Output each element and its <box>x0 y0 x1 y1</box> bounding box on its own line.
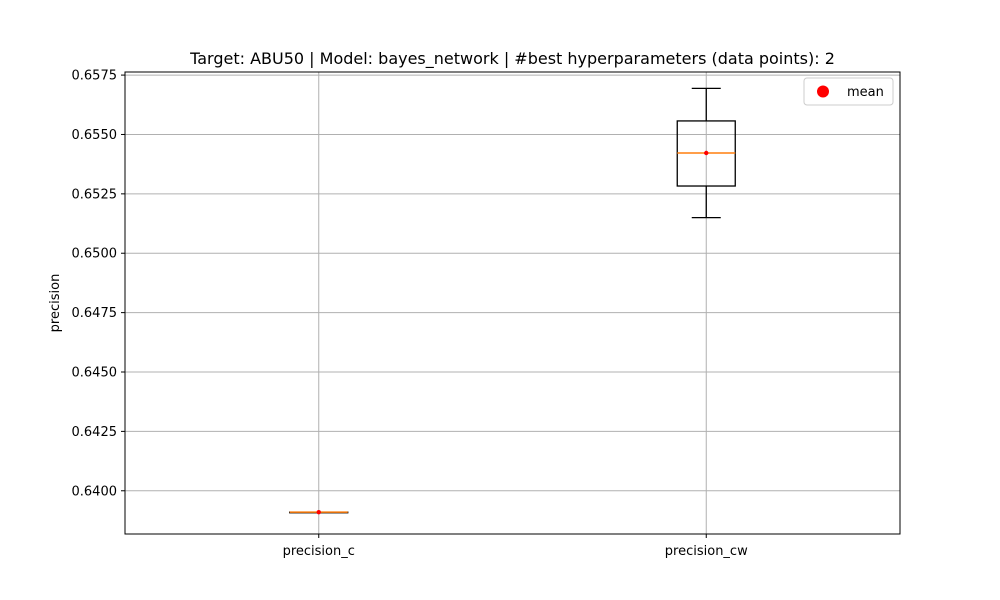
legend-mean-marker <box>817 85 829 98</box>
x-tick-label: precision_c <box>283 544 355 559</box>
legend: mean <box>803 77 894 106</box>
box-layer <box>289 87 736 515</box>
y-tick-label: 0.6400 <box>72 484 118 499</box>
plot-frame <box>124 71 901 535</box>
y-tick-label: 0.6500 <box>72 247 118 262</box>
legend-mean-label: mean <box>847 85 884 100</box>
y-tick-label: 0.6450 <box>72 366 118 381</box>
y-axis-label: precision <box>48 274 63 333</box>
y-tick-label: 0.6525 <box>72 187 118 202</box>
y-tick-label: 0.6575 <box>72 69 118 84</box>
y-tick-label: 0.6475 <box>72 306 118 321</box>
chart-title: Target: ABU50 | Model: bayes_network | #… <box>189 49 835 69</box>
y-tick-label: 0.6550 <box>72 128 118 143</box>
x-tick-label: precision_cw <box>665 544 748 559</box>
tick-layer: 0.6400 0.6425 0.6450 0.6475 0.6500 0.6525 0.65… <box>72 69 749 559</box>
y-tick-label: 0.6425 <box>72 425 118 440</box>
mean-marker <box>704 150 709 156</box>
grid-layer <box>125 72 900 534</box>
legend-box <box>803 77 894 106</box>
mean-marker <box>316 509 321 515</box>
